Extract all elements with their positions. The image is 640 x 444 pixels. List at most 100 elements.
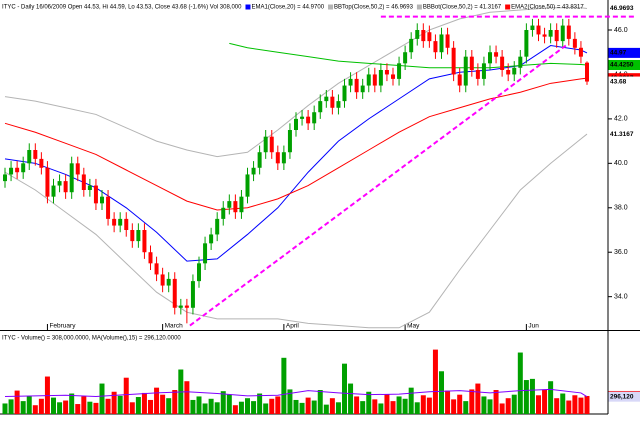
candle-body	[275, 152, 280, 164]
candle-body	[106, 196, 111, 219]
volume-bar	[251, 401, 257, 414]
volume-bar	[463, 401, 469, 414]
price-tag-label: 44.97	[610, 50, 627, 57]
candle-body	[118, 218, 123, 226]
price-tag-label: 46.9693	[610, 5, 634, 12]
volume-bar	[511, 394, 517, 414]
volume-bar	[245, 398, 250, 414]
candle-body	[366, 74, 371, 86]
legend-label: BBBot(Close,50,2) = 41.3167	[423, 5, 502, 11]
volume-bar	[238, 401, 244, 414]
candle-body	[585, 62, 589, 82]
candle-body	[15, 167, 20, 173]
candle-body	[178, 305, 183, 308]
candle-body	[233, 201, 238, 213]
candle-body	[403, 52, 408, 64]
candle-body	[3, 174, 7, 182]
volume-bar	[57, 402, 63, 414]
price-tag-box	[608, 60, 640, 70]
candle-body	[100, 196, 104, 204]
candle-body	[554, 30, 559, 42]
candle-body	[494, 52, 499, 57]
volume-bar	[542, 389, 548, 414]
volume-bar	[214, 402, 220, 414]
volume-bar	[536, 395, 541, 414]
candle-body	[112, 218, 117, 226]
candle-body	[336, 101, 341, 108]
volume-bar	[475, 383, 481, 414]
candle-body	[203, 243, 208, 264]
candle-body	[9, 167, 14, 175]
candle-body	[51, 185, 56, 197]
volume-bar	[293, 399, 299, 414]
candle-body	[221, 207, 226, 219]
indicator-line	[4, 77, 588, 211]
candle-body	[81, 174, 86, 190]
volume-bar	[8, 399, 14, 414]
candle-body	[324, 96, 329, 102]
candle-body	[475, 70, 480, 79]
candle-body	[130, 230, 135, 242]
volume-bar	[584, 395, 590, 414]
volume-bar	[81, 396, 87, 414]
legend-label: EMA2(Close,50) = 43.8317	[511, 5, 584, 11]
candle-body	[439, 34, 444, 53]
volume-bar	[566, 400, 572, 414]
candle-body	[136, 230, 141, 242]
legend-label: EMA1(Close,20) = 44.9700	[251, 5, 324, 11]
y-tick-label: 40.0	[614, 160, 628, 167]
volume-bar	[323, 404, 329, 414]
candle-body	[488, 52, 492, 64]
candle-body	[318, 101, 323, 113]
candle-body	[287, 130, 292, 153]
candle-body	[530, 25, 535, 30]
candle-body	[342, 85, 347, 102]
price-tag-box	[608, 47, 640, 58]
volume-bar	[184, 381, 190, 414]
candle-body	[160, 274, 165, 286]
candle-body	[360, 85, 365, 93]
indicator-line	[229, 42, 588, 69]
volume-bar	[135, 397, 141, 414]
candle-body	[75, 163, 80, 175]
header: ITYC - Daily 16/06/2009 Open 44.53, Hi 4…	[2, 4, 584, 11]
volume-title: ITYC - Volume() = 308,000.0000, MA(Volum…	[2, 336, 181, 342]
candle-body	[27, 150, 32, 164]
candle-body	[481, 63, 486, 79]
candle-body	[281, 152, 286, 164]
volume-bar	[378, 403, 384, 414]
candle-body	[257, 152, 262, 168]
volume-bar	[523, 380, 529, 414]
volume-bar	[517, 352, 523, 414]
candle-body	[548, 30, 553, 37]
volume-bar	[505, 398, 511, 414]
indicator-line	[4, 45, 588, 262]
volume-bar	[123, 377, 129, 414]
candle-body	[572, 38, 577, 48]
legend-label: BBTop(Close,50,2) = 46.9693	[334, 5, 414, 11]
trendline	[189, 44, 567, 327]
candle-body	[378, 70, 383, 86]
price-tag-box	[608, 3, 640, 14]
candle-body	[251, 167, 256, 175]
x-tick-label: Jun	[528, 323, 539, 330]
volume-bar	[99, 383, 105, 414]
candle-body	[190, 281, 195, 308]
candle-body	[87, 185, 92, 190]
volume-bar	[154, 387, 160, 414]
volume-bar	[20, 401, 26, 414]
candle-body	[21, 163, 26, 173]
volume-bar	[305, 397, 311, 414]
candle-body	[69, 163, 74, 193]
volume-bar	[93, 402, 99, 414]
candle-body	[227, 201, 232, 208]
candle-body	[391, 74, 395, 79]
candle-body	[197, 263, 201, 282]
candle-body	[427, 32, 432, 42]
candle-body	[384, 70, 389, 75]
candle-body	[45, 167, 50, 197]
legend-swatch	[416, 4, 422, 10]
candle-body	[433, 41, 438, 53]
indicator-line	[4, 7, 588, 158]
